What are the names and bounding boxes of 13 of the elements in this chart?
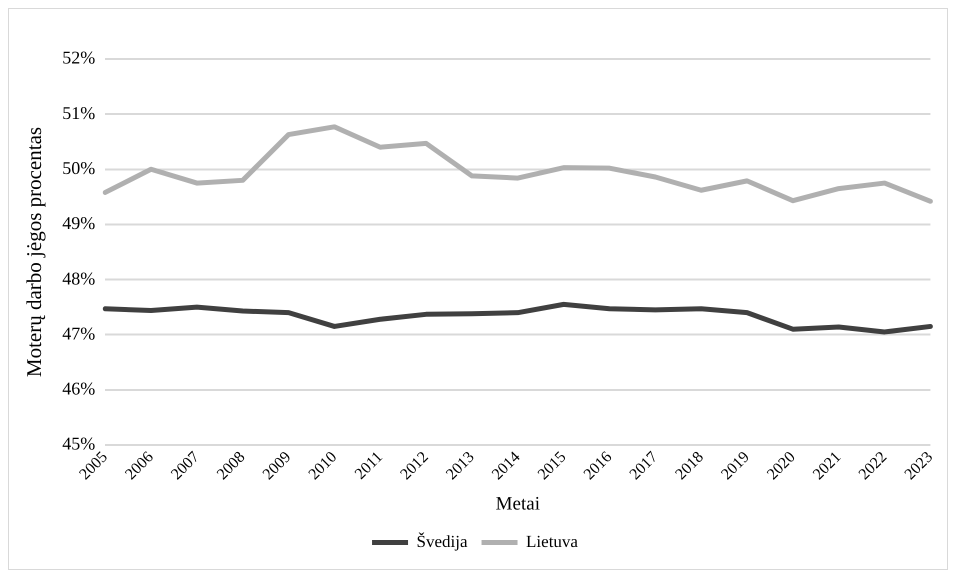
y-tick-label: 45% — [62, 434, 96, 454]
x-tick-label: 2011 — [352, 448, 386, 483]
x-axis-title: Metai — [496, 494, 540, 515]
legend-label: Švedija — [416, 532, 468, 551]
y-axis-title: Moterų darbo jėgos procentas — [22, 126, 46, 378]
y-tick-label: 50% — [62, 158, 96, 178]
y-tick-label: 52% — [62, 48, 96, 68]
y-tick-label: 48% — [62, 268, 96, 288]
y-tick-label: 51% — [62, 102, 96, 123]
y-tick-label: 46% — [62, 378, 96, 399]
legend-label: Lietuva — [526, 532, 578, 551]
y-tick-label: 47% — [62, 323, 96, 344]
y-tick-label: 49% — [62, 213, 96, 234]
